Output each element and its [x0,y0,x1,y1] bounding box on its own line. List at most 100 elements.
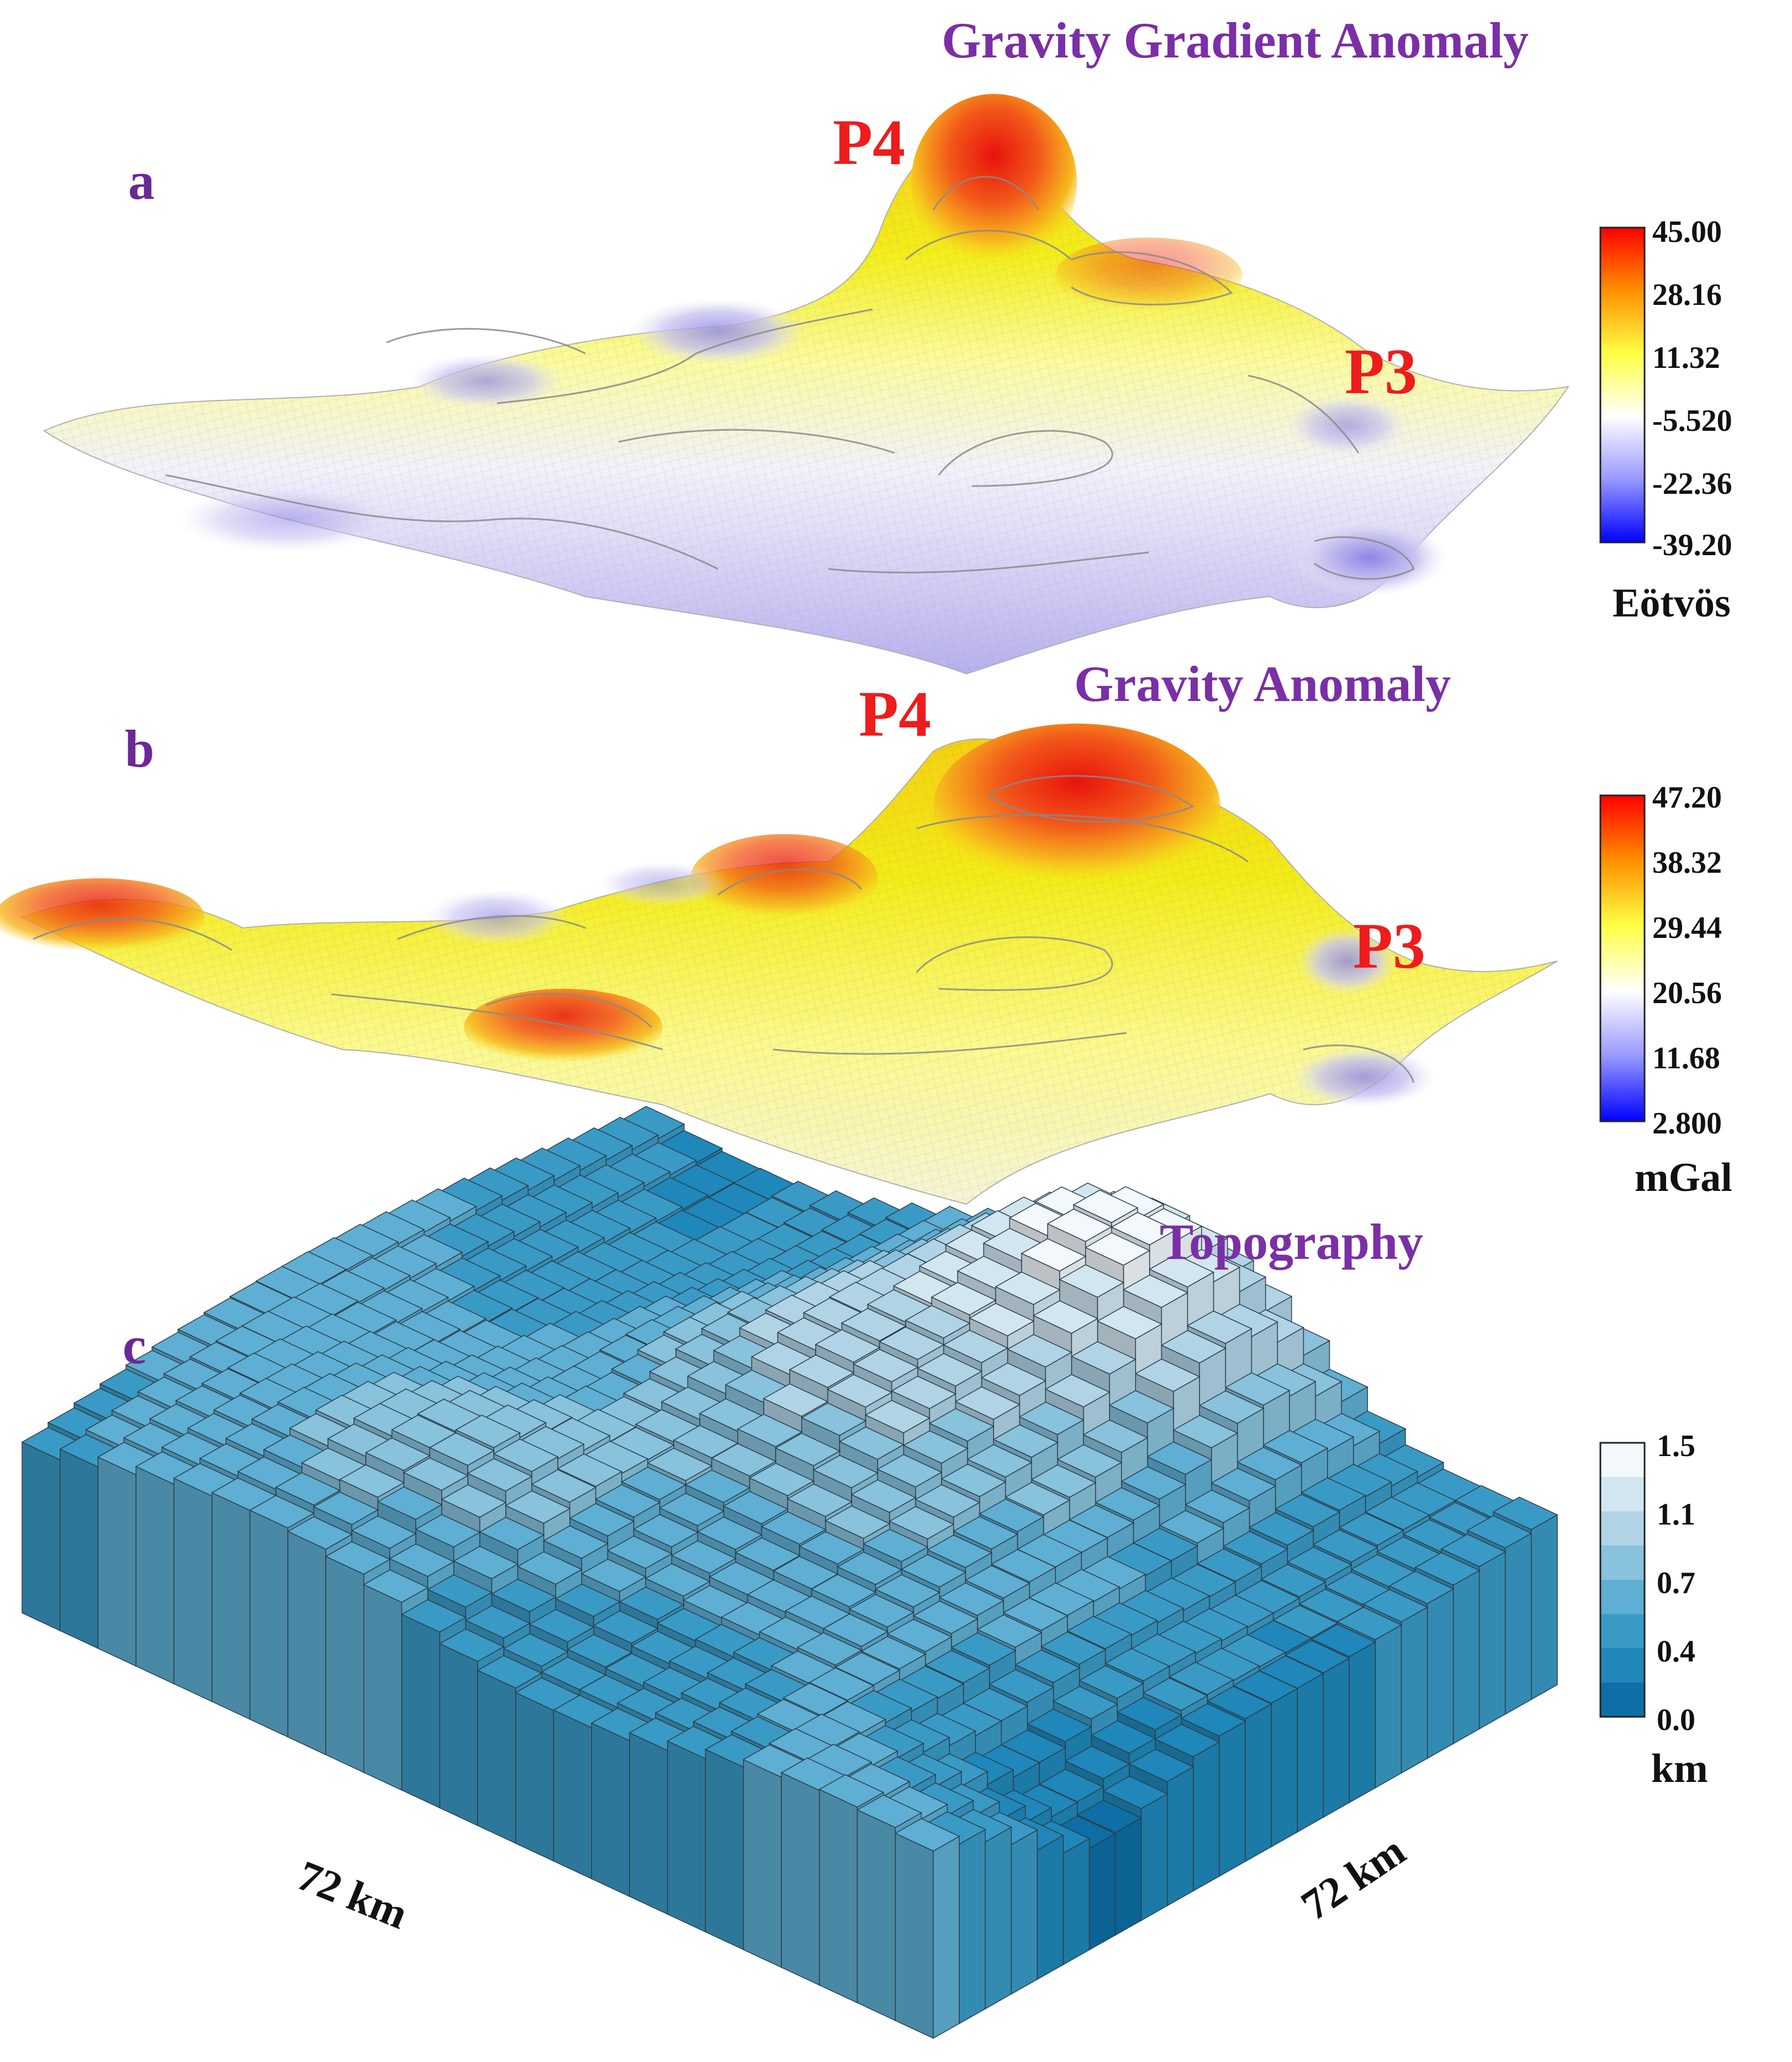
panel-b-peak-p3: P3 [1353,910,1426,982]
bar-top-face [1160,1330,1227,1364]
bar-side-face [1531,1514,1558,1700]
bar-top-face [931,1282,997,1316]
bar-front-face [325,1555,364,1773]
bar-top-face [1095,1487,1161,1521]
bar-top-face [557,1453,623,1487]
bar-top-face [454,1415,521,1448]
colorbar-c [1599,1442,1646,1718]
bar-top-face [900,1554,966,1588]
bar-top-face [1224,1372,1291,1406]
bar-top-face [938,1582,1005,1616]
bar-top-face [1284,1639,1350,1674]
bar-top-face [1120,1466,1187,1500]
bar-front-face [705,1748,744,1950]
bar-top-face [696,1516,763,1551]
bar-side-face [985,1826,1012,2010]
bar-top-face [1052,1686,1118,1720]
bar-top-face [1210,1468,1277,1501]
bar-top-face [890,1375,957,1410]
bar-top-face [632,1514,699,1548]
bar-top-face [567,1634,633,1668]
bar-top-face [1206,1685,1272,1720]
bar-front-face [249,1509,289,1738]
bar-top-face [1128,1748,1194,1783]
bar-top-face [400,1599,467,1633]
bar-top-face [838,1426,905,1460]
bar-top-face [595,1484,661,1518]
bar-top-face [490,1579,557,1612]
bar-top-face [1286,1547,1352,1580]
bar-top-face [786,1483,853,1517]
bar-top-face [1196,1548,1262,1582]
bar-top-face [926,1534,993,1568]
bar-top-face [1044,1374,1111,1407]
bar-top-face [351,1515,417,1549]
surface-a-contours [165,176,1415,580]
bar-front-face [629,1732,668,1915]
bar-top-face [1336,1606,1403,1641]
bar-top-face [569,1503,635,1537]
panel-b-surface [0,724,1558,1205]
bar-top-face [734,1537,801,1571]
colorbar-a-tick: 45.00 [1652,215,1722,249]
bar-top-face [1158,1510,1225,1544]
bar-top-face [1076,1800,1143,1833]
bar-top-face [1142,1678,1208,1711]
bar-top-face [542,1525,609,1559]
colorbar-c-tick: 0.4 [1657,1634,1695,1669]
bar-front-face [401,1613,441,1809]
bar-top-face [950,1632,1017,1666]
colorbar-a-tick: 28.16 [1652,278,1722,312]
bar-top-face [1301,1477,1367,1511]
bar-top-face [1014,1649,1081,1683]
bar-top-face [902,1430,969,1464]
bar-top-face [796,1632,863,1666]
surface-a-dip [1292,519,1447,597]
bar-top-face [389,1543,455,1577]
bar-top-face [580,1558,647,1592]
colorbar-c-tick: 0.7 [1657,1566,1695,1600]
bar-top-face [912,1600,979,1634]
bar-top-face [990,1549,1056,1583]
bar-top-face [1466,1515,1532,1549]
bar-top-face [856,1794,922,1828]
panel-a-letter: a [128,151,155,210]
colorbar-c-step [1600,1443,1645,1478]
bar-top-face [1274,1494,1341,1527]
bar-front-face [553,1709,593,1880]
bar-side-face [1167,1766,1194,1907]
bar-top-face [429,1432,495,1466]
bar-top-face [1185,1489,1251,1523]
bar-top-face [1040,1631,1107,1665]
colorbar-b-tick: 2.800 [1652,1106,1722,1141]
bar-side-face [1452,1569,1480,1744]
bar-top-face [894,1818,960,1852]
colorbar-c-tick: 1.5 [1657,1429,1695,1463]
bar-top-face [928,1408,995,1442]
bar-top-face [1180,1703,1246,1737]
bar-top-face [992,1424,1059,1458]
bar-top-face [1364,1496,1430,1531]
bar-top-face [364,1437,431,1471]
bar-side-face [1140,1793,1168,1921]
bar-top-face [377,1486,443,1520]
colorbar-a-tick: -5.520 [1652,404,1732,438]
bar-top-face [621,1467,687,1500]
bar-front-face [477,1669,516,1844]
bar-top-face [528,1609,595,1643]
colorbar-c-step [1600,1580,1645,1615]
bar-top-face [1236,1447,1303,1480]
colorbar-c-step [1600,1683,1645,1717]
bar-top-face [1134,1358,1201,1392]
bar-side-face [1037,1834,1064,1980]
bar-front-face [173,1478,213,1702]
colorbar-a [1599,226,1646,544]
bar-top-face [1102,1775,1169,1810]
bar-top-face [799,1531,865,1565]
panel-b-title: Gravity Anomaly [1074,656,1451,712]
bar-top-face [1096,1306,1162,1339]
panel-c-bar3d [21,1106,1558,2039]
bar-side-face [1426,1588,1454,1759]
colorbar-b-tick: 38.32 [1652,846,1722,880]
